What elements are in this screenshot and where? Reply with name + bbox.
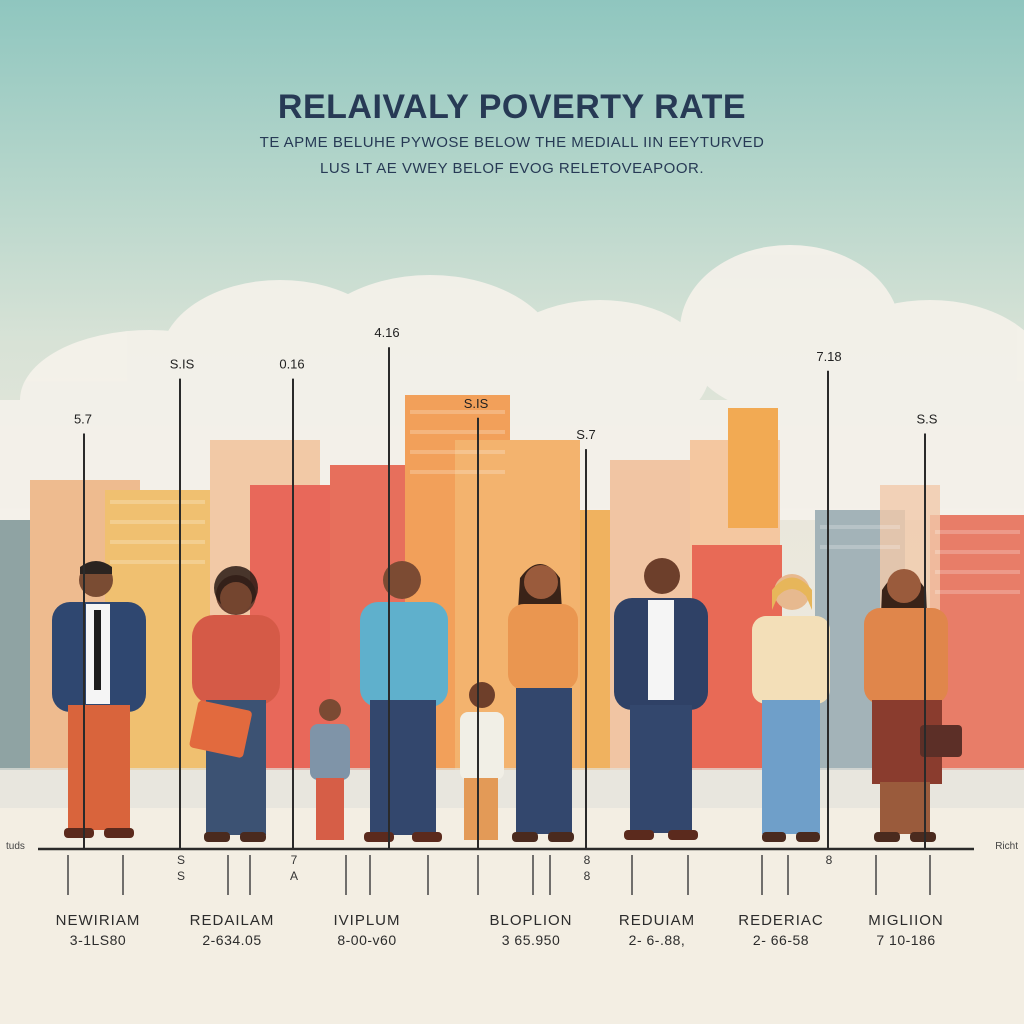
group-value-label: 3-1LS80 (69, 932, 127, 948)
value-label: 0.16 (279, 357, 304, 372)
group-name-label: NEWIRIAM (55, 912, 141, 929)
people-figures (52, 558, 962, 842)
value-lines: 5.7 S.IS SS 0.16 7 A 4.16 S.IS S.7 8 8 7.18 8 S.S (74, 325, 938, 883)
group-value-label: 3 65.950 (501, 932, 561, 948)
tick-label: 8 (584, 853, 591, 867)
bottom-ticks (67, 855, 931, 895)
ground (0, 770, 1024, 1024)
person-figure (864, 569, 962, 842)
person-figure (52, 561, 146, 838)
group-name-label: REDERIAC (738, 912, 824, 929)
person-figure (460, 682, 504, 840)
group-value-label: 8-00-v60 (337, 932, 397, 948)
person-figure (310, 699, 350, 840)
person-figure (360, 561, 448, 842)
chart-subtitle-line-2: LUS LT AE VWEY BELOF EVOG RELETOVEAPOOR. (319, 160, 704, 177)
tick-label: S (177, 853, 185, 867)
group-name-label: REDUIAM (618, 912, 696, 929)
tick-label: S (177, 869, 185, 883)
group-name-label: MIGLIION (868, 912, 944, 929)
group-value-label: 2-634.05 (202, 932, 262, 948)
group-value-label: 2- 6-.88, (628, 932, 686, 948)
tick-label: 8 (826, 853, 833, 867)
chart-title: RELAIVALY POVERTY RATE (277, 88, 747, 126)
value-label: S.7 (576, 427, 596, 442)
value-label: S.IS (170, 357, 195, 372)
tick-label: 8 (584, 869, 591, 883)
value-label: 4.16 (374, 325, 399, 340)
ground-haze (0, 768, 1024, 808)
tick-label: 7 (291, 853, 298, 867)
value-label: 5.7 (74, 411, 92, 426)
person-figure (508, 564, 578, 842)
group-name-label: IVIPLUM (333, 912, 401, 929)
building-windows (110, 410, 1020, 594)
clouds (0, 245, 1024, 520)
person-figure (189, 566, 280, 842)
group-name-label: REDAILAM (189, 912, 275, 929)
value-label: S.S (917, 411, 938, 426)
value-label: S.IS (464, 396, 489, 411)
chart-subtitle-line-1: TE APME BELUHE PYWOSE BELOW THE MEDIALL … (259, 134, 765, 151)
person-figure (752, 574, 830, 842)
axis-left-label: tuds (6, 841, 25, 852)
tick-label: A (290, 869, 298, 883)
value-label: 7.18 (816, 349, 841, 364)
group-value-label: 7 10-186 (876, 932, 936, 948)
group-value-label: 2- 66-58 (752, 932, 810, 948)
person-figure (614, 558, 708, 840)
group-name-label: BLOPLION (489, 912, 573, 929)
axis-right-label: Richt (995, 841, 1018, 852)
